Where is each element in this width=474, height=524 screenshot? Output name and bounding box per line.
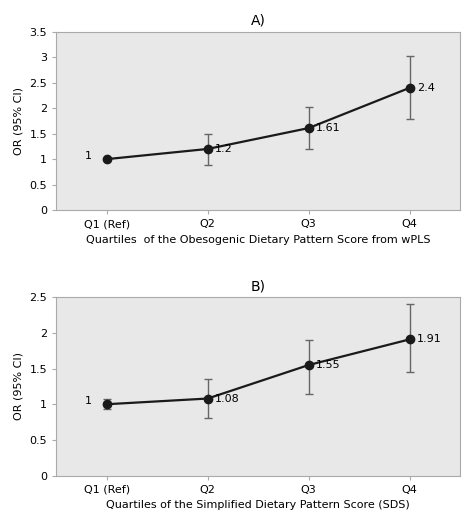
Text: 1.08: 1.08 <box>215 394 239 403</box>
Title: B): B) <box>251 279 265 293</box>
Text: 1: 1 <box>84 151 91 161</box>
X-axis label: Quartiles of the Simplified Dietary Pattern Score (SDS): Quartiles of the Simplified Dietary Patt… <box>106 500 410 510</box>
Text: 1: 1 <box>84 396 91 406</box>
Text: 2.4: 2.4 <box>417 83 435 93</box>
Text: 1.2: 1.2 <box>215 144 233 154</box>
Title: A): A) <box>251 14 265 28</box>
Text: 1.55: 1.55 <box>316 360 340 370</box>
X-axis label: Quartiles  of the Obesogenic Dietary Pattern Score from wPLS: Quartiles of the Obesogenic Dietary Patt… <box>86 235 430 245</box>
Y-axis label: OR (95% CI): OR (95% CI) <box>14 353 24 420</box>
Y-axis label: OR (95% CI): OR (95% CI) <box>14 87 24 155</box>
Text: 1.61: 1.61 <box>316 123 340 133</box>
Text: 1.91: 1.91 <box>417 334 441 344</box>
